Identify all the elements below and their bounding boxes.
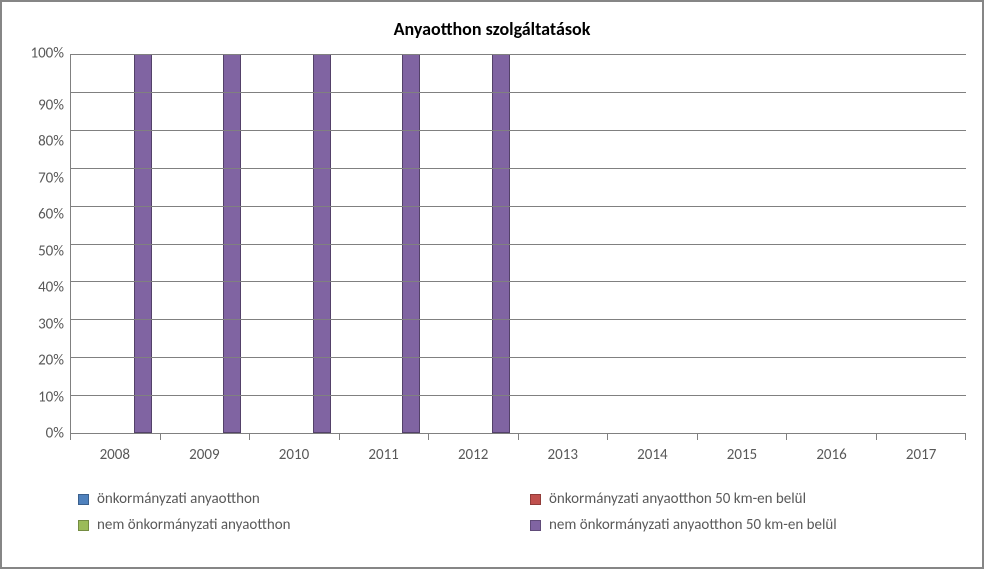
x-tick-label: 2011 [339,440,429,476]
gridline [71,357,966,358]
y-axis: 100%90%80%70%60%50%40%30%20%10%0% [18,54,70,434]
x-tick-label: 2015 [697,440,787,476]
y-tick-label: 30% [38,317,64,332]
y-tick-label: 80% [38,135,64,150]
y-tick-label: 60% [38,208,64,223]
legend-item: önkormányzati anyaotthon 50 km-en belül [530,490,958,508]
legend-swatch [530,494,541,505]
x-tick-label: 2008 [70,440,160,476]
y-tick-label: 0% [46,427,64,442]
legend-item: nem önkormányzati anyaotthon 50 km-en be… [530,516,958,534]
x-tick-label: 2016 [787,440,877,476]
chart-frame: Anyaotthon szolgáltatások 100% 90% 80% 70% 6… [0,0,984,569]
x-tick-label: 2014 [608,440,698,476]
plot-area [70,54,966,434]
y-tick-label: 50% [38,244,64,259]
gridline [71,281,966,282]
gridline [71,206,966,207]
x-tick-label: 2009 [160,440,250,476]
x-tick-label: 2017 [876,440,966,476]
chart-title: Anyaotthon szolgáltatások [18,18,966,40]
x-tick-label: 2012 [428,440,518,476]
y-tick-label: 20% [38,354,64,369]
x-axis: 2008200920102011201220132014201520162017 [70,440,966,476]
x-tick-label: 2010 [249,440,339,476]
gridline [71,395,966,396]
y-tick-label: 70% [38,171,64,186]
legend-label: önkormányzati anyaotthon [97,490,260,508]
y-tick-label: 10% [38,390,64,405]
plot-area-wrapper: 100%90%80%70%60%50%40%30%20%10%0% [18,54,966,434]
gridline [71,319,966,320]
gridline [71,130,966,131]
gridline [71,168,966,169]
y-tick-label: 40% [38,281,64,296]
legend-label: nem önkormányzati anyaotthon 50 km-en be… [549,516,837,534]
legend-swatch [78,494,89,505]
legend-swatch [530,520,541,531]
legend-item: nem önkormányzati anyaotthon [78,516,506,534]
x-tick-label: 2013 [518,440,608,476]
y-tick-label: 90% [38,98,64,113]
legend-swatch [78,520,89,531]
legend: önkormányzati anyaotthon önkormányzati an… [70,490,966,534]
gridline [71,54,966,55]
gridline [71,92,966,93]
legend-label: nem önkormányzati anyaotthon [97,516,291,534]
legend-label: önkormányzati anyaotthon 50 km-en belül [549,490,806,508]
gridline [71,244,966,245]
y-tick-label: 100% [30,47,64,62]
legend-item: önkormányzati anyaotthon [78,490,506,508]
